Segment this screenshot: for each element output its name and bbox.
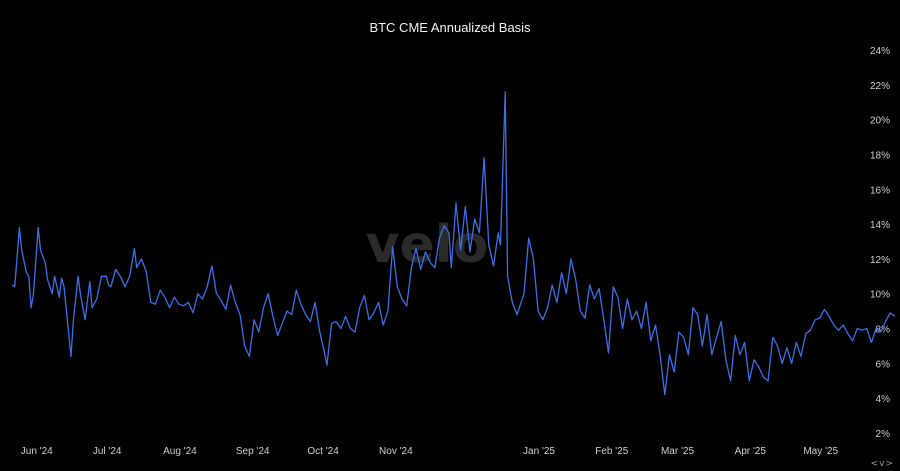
y-tick-label: 18% (870, 150, 890, 161)
x-tick-label: Jun '24 (21, 446, 53, 457)
series-line (11, 91, 896, 396)
x-tick-label: May '25 (803, 446, 838, 457)
x-tick-label: Jan '25 (523, 446, 555, 457)
y-tick-label: 12% (870, 255, 890, 266)
chart-title: BTC CME Annualized Basis (369, 20, 531, 35)
y-tick-label: 22% (870, 81, 890, 92)
y-tick-label: 8% (876, 325, 891, 336)
x-tick-label: Sep '24 (236, 446, 270, 457)
y-tick-label: 24% (870, 46, 890, 57)
x-tick-label: Mar '25 (661, 446, 694, 457)
x-tick-label: Jul '24 (93, 446, 122, 457)
y-tick-label: 4% (876, 394, 891, 405)
x-tick-label: Apr '25 (735, 446, 767, 457)
y-tick-label: 20% (870, 116, 890, 127)
y-axis: 24% 22% 20% 18% 16% 14% 12% 10% 8% 6% 4% 2% (870, 46, 890, 440)
y-tick-label: 2% (876, 429, 891, 440)
x-tick-label: Aug '24 (163, 446, 197, 457)
series-layer (11, 91, 896, 396)
chart-nav-arrows[interactable]: <v> (870, 459, 894, 469)
x-axis: Jun '24 Jul '24 Aug '24 Sep '24 Oct '24 Nov '… (21, 446, 839, 457)
y-tick-label: 10% (870, 290, 890, 301)
y-tick-label: 16% (870, 185, 890, 196)
y-tick-label: 14% (870, 220, 890, 231)
velo-watermark: velo (366, 215, 489, 275)
x-tick-label: Nov '24 (379, 446, 413, 457)
x-tick-label: Feb '25 (595, 446, 628, 457)
x-tick-label: Oct '24 (307, 446, 339, 457)
y-tick-label: 6% (876, 359, 891, 370)
